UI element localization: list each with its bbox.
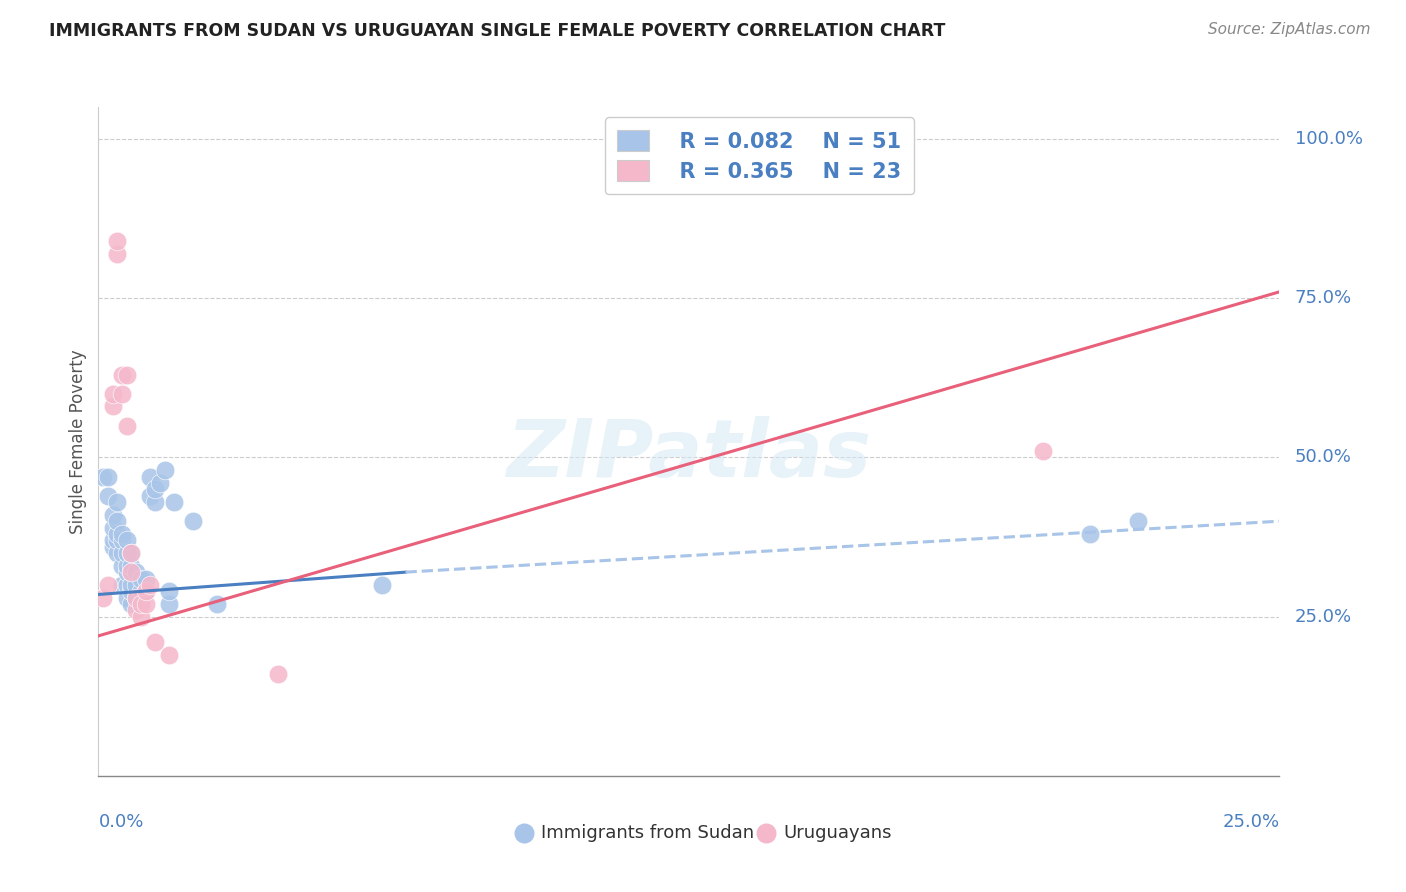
Point [91, 591, 114, 605]
Point [105, 527, 128, 541]
Point [105, 246, 128, 260]
Point [157, 584, 180, 599]
Point [121, 546, 143, 560]
Point [101, 386, 124, 401]
Point [97, 489, 120, 503]
Point [135, 584, 157, 599]
Point [121, 565, 143, 579]
Point [111, 558, 134, 573]
Point [121, 584, 143, 599]
Point [111, 546, 134, 560]
Point [1032, 444, 1054, 458]
Text: 25.0%: 25.0% [1222, 813, 1279, 830]
Point [157, 597, 180, 611]
Point [157, 648, 180, 662]
Text: 50.0%: 50.0% [1295, 449, 1351, 467]
Point [121, 565, 143, 579]
Point [129, 597, 152, 611]
Point [135, 572, 157, 586]
Point [267, 667, 290, 681]
Point [125, 591, 148, 605]
Point [115, 591, 138, 605]
Point [101, 540, 124, 554]
Point [371, 578, 394, 592]
Point [205, 597, 228, 611]
Text: Uruguayans: Uruguayans [783, 824, 891, 842]
Point [115, 533, 138, 548]
Point [129, 572, 152, 586]
Text: 25.0%: 25.0% [1295, 607, 1353, 626]
Text: 75.0%: 75.0% [1295, 289, 1353, 307]
Point [1080, 527, 1102, 541]
Text: 100.0%: 100.0% [1295, 130, 1362, 148]
Point [97, 469, 120, 483]
Point [115, 546, 138, 560]
Point [121, 558, 143, 573]
Point [97, 578, 120, 592]
Point [105, 546, 128, 560]
Point [101, 508, 124, 522]
Point [111, 527, 134, 541]
Text: 0.0%: 0.0% [98, 813, 143, 830]
Point [143, 495, 166, 509]
Point [105, 234, 128, 248]
Point [1126, 514, 1149, 528]
Point [129, 597, 152, 611]
Point [181, 514, 204, 528]
Point [121, 578, 143, 592]
Point [111, 578, 134, 592]
Point [115, 578, 138, 592]
Point [105, 495, 128, 509]
Point [101, 533, 124, 548]
Point [135, 584, 157, 599]
Point [143, 635, 166, 649]
Point [121, 546, 143, 560]
Point [105, 514, 128, 528]
Point [101, 400, 124, 414]
Text: IMMIGRANTS FROM SUDAN VS URUGUAYAN SINGLE FEMALE POVERTY CORRELATION CHART: IMMIGRANTS FROM SUDAN VS URUGUAYAN SINGL… [49, 22, 946, 40]
Point [139, 578, 162, 592]
Point [121, 597, 143, 611]
Point [129, 609, 152, 624]
Point [143, 483, 166, 497]
Point [101, 520, 124, 534]
Point [105, 533, 128, 548]
Point [115, 558, 138, 573]
Point [125, 565, 148, 579]
Point [139, 469, 162, 483]
Point [111, 533, 134, 548]
Point [125, 591, 148, 605]
Point [129, 584, 152, 599]
Point [125, 578, 148, 592]
Point [115, 565, 138, 579]
Y-axis label: Single Female Poverty: Single Female Poverty [69, 350, 87, 533]
Legend:   R = 0.082    N = 51,   R = 0.365    N = 23: R = 0.082 N = 51, R = 0.365 N = 23 [605, 118, 914, 194]
Text: ZIPatlas: ZIPatlas [506, 416, 872, 494]
Text: Immigrants from Sudan: Immigrants from Sudan [541, 824, 755, 842]
Point [111, 368, 134, 382]
Point [163, 495, 186, 509]
Point [111, 386, 134, 401]
Point [149, 475, 172, 490]
Point [153, 463, 176, 477]
Point [139, 489, 162, 503]
Text: Source: ZipAtlas.com: Source: ZipAtlas.com [1208, 22, 1371, 37]
Point [135, 597, 157, 611]
Point [91, 469, 114, 483]
Point [125, 603, 148, 617]
Point [115, 368, 138, 382]
Point [115, 418, 138, 433]
